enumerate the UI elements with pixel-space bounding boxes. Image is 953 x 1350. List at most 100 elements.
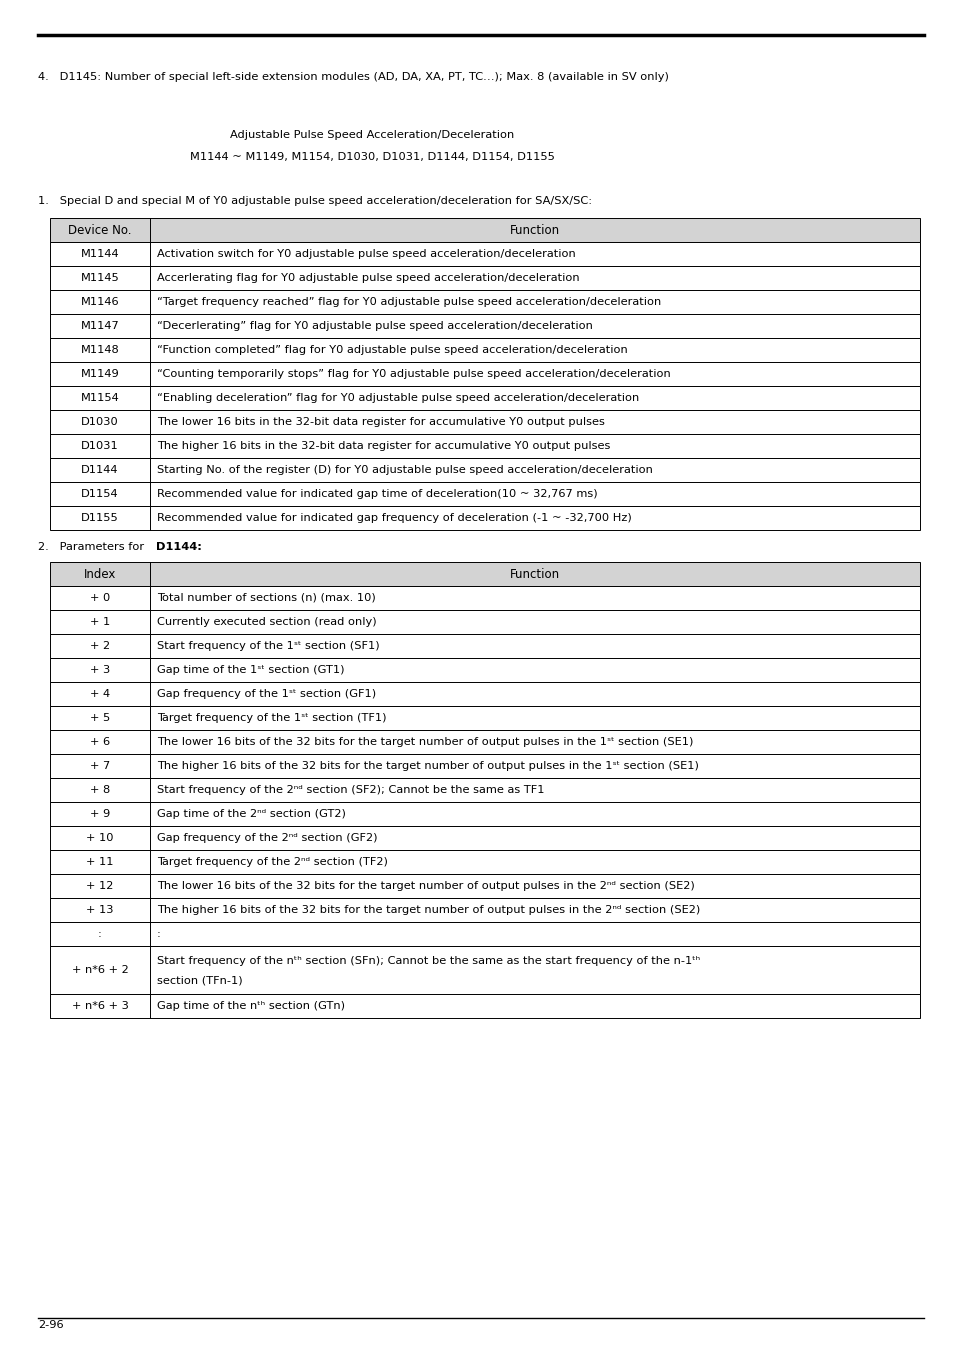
Text: Total number of sections (n) (max. 10): Total number of sections (n) (max. 10) bbox=[157, 593, 375, 603]
Text: M1144 ~ M1149, M1154, D1030, D1031, D1144, D1154, D1155: M1144 ~ M1149, M1154, D1030, D1031, D114… bbox=[190, 153, 555, 162]
Text: + 12: + 12 bbox=[86, 882, 113, 891]
Bar bbox=[50, 682, 919, 706]
Text: D1144:: D1144: bbox=[156, 541, 202, 552]
Bar bbox=[50, 506, 919, 531]
Text: :: : bbox=[98, 929, 102, 940]
Text: + 10: + 10 bbox=[86, 833, 113, 842]
Text: “Function completed” flag for Y0 adjustable pulse speed acceleration/deceleratio: “Function completed” flag for Y0 adjusta… bbox=[157, 346, 627, 355]
Text: + 13: + 13 bbox=[86, 904, 113, 915]
Text: + 2: + 2 bbox=[90, 641, 110, 651]
Bar bbox=[50, 266, 919, 290]
Text: D1031: D1031 bbox=[81, 441, 119, 451]
Text: “Target frequency reached” flag for Y0 adjustable pulse speed acceleration/decel: “Target frequency reached” flag for Y0 a… bbox=[157, 297, 660, 306]
Text: + 0: + 0 bbox=[90, 593, 110, 603]
Text: Gap time of the 2ⁿᵈ section (GT2): Gap time of the 2ⁿᵈ section (GT2) bbox=[157, 809, 346, 819]
Text: M1148: M1148 bbox=[81, 346, 119, 355]
Text: The lower 16 bits of the 32 bits for the target number of output pulses in the 2: The lower 16 bits of the 32 bits for the… bbox=[157, 882, 694, 891]
Text: Gap frequency of the 2ⁿᵈ section (GF2): Gap frequency of the 2ⁿᵈ section (GF2) bbox=[157, 833, 377, 842]
Text: + 8: + 8 bbox=[90, 784, 110, 795]
Bar bbox=[50, 610, 919, 634]
Bar bbox=[50, 410, 919, 433]
Text: D1155: D1155 bbox=[81, 513, 119, 522]
Text: 1.   Special D and special M of Y0 adjustable pulse speed acceleration/decelerat: 1. Special D and special M of Y0 adjusta… bbox=[38, 196, 592, 207]
Text: + n*6 + 3: + n*6 + 3 bbox=[71, 1000, 129, 1011]
Bar bbox=[50, 873, 919, 898]
Text: Starting No. of the register (D) for Y0 adjustable pulse speed acceleration/dece: Starting No. of the register (D) for Y0 … bbox=[157, 464, 652, 475]
Text: :: : bbox=[157, 929, 161, 940]
Bar bbox=[50, 946, 919, 994]
Bar bbox=[50, 458, 919, 482]
Bar bbox=[50, 994, 919, 1018]
Bar bbox=[50, 386, 919, 410]
Text: Recommended value for indicated gap time of deceleration(10 ~ 32,767 ms): Recommended value for indicated gap time… bbox=[157, 489, 597, 500]
Text: section (TFn-1): section (TFn-1) bbox=[157, 976, 242, 986]
Bar bbox=[50, 290, 919, 315]
Bar bbox=[50, 778, 919, 802]
Text: The higher 16 bits in the 32-bit data register for accumulative Y0 output pulses: The higher 16 bits in the 32-bit data re… bbox=[157, 441, 610, 451]
Bar bbox=[50, 482, 919, 506]
Text: Target frequency of the 1ˢᵗ section (TF1): Target frequency of the 1ˢᵗ section (TF1… bbox=[157, 713, 386, 724]
Text: Accerlerating flag for Y0 adjustable pulse speed acceleration/deceleration: Accerlerating flag for Y0 adjustable pul… bbox=[157, 273, 579, 284]
Text: Gap time of the nᵗʰ section (GTn): Gap time of the nᵗʰ section (GTn) bbox=[157, 1000, 345, 1011]
Bar bbox=[50, 850, 919, 873]
Text: Function: Function bbox=[510, 224, 559, 236]
Text: D1154: D1154 bbox=[81, 489, 119, 500]
Text: “Counting temporarily stops” flag for Y0 adjustable pulse speed acceleration/dec: “Counting temporarily stops” flag for Y0… bbox=[157, 369, 670, 379]
Bar bbox=[50, 755, 919, 778]
Text: Device No.: Device No. bbox=[69, 224, 132, 236]
Text: Target frequency of the 2ⁿᵈ section (TF2): Target frequency of the 2ⁿᵈ section (TF2… bbox=[157, 857, 388, 867]
Text: Start frequency of the nᵗʰ section (SFn); Cannot be the same as the start freque: Start frequency of the nᵗʰ section (SFn)… bbox=[157, 956, 700, 967]
Text: Gap time of the 1ˢᵗ section (GT1): Gap time of the 1ˢᵗ section (GT1) bbox=[157, 666, 344, 675]
Text: The lower 16 bits in the 32-bit data register for accumulative Y0 output pulses: The lower 16 bits in the 32-bit data reg… bbox=[157, 417, 604, 427]
Bar bbox=[50, 706, 919, 730]
Text: + 1: + 1 bbox=[90, 617, 110, 626]
Text: The higher 16 bits of the 32 bits for the target number of output pulses in the : The higher 16 bits of the 32 bits for th… bbox=[157, 904, 700, 915]
Bar bbox=[50, 922, 919, 946]
Text: Start frequency of the 1ˢᵗ section (SF1): Start frequency of the 1ˢᵗ section (SF1) bbox=[157, 641, 379, 651]
Text: M1145: M1145 bbox=[81, 273, 119, 284]
Bar bbox=[50, 338, 919, 362]
Text: M1146: M1146 bbox=[81, 297, 119, 306]
Bar bbox=[50, 562, 919, 586]
Text: M1147: M1147 bbox=[81, 321, 119, 331]
Bar bbox=[50, 217, 919, 242]
Bar bbox=[50, 657, 919, 682]
Bar bbox=[50, 433, 919, 458]
Text: The higher 16 bits of the 32 bits for the target number of output pulses in the : The higher 16 bits of the 32 bits for th… bbox=[157, 761, 699, 771]
Text: “Enabling deceleration” flag for Y0 adjustable pulse speed acceleration/decelera: “Enabling deceleration” flag for Y0 adju… bbox=[157, 393, 639, 404]
Text: + 3: + 3 bbox=[90, 666, 110, 675]
Text: + 9: + 9 bbox=[90, 809, 110, 819]
Text: + 4: + 4 bbox=[90, 688, 110, 699]
Text: 2.   Parameters for: 2. Parameters for bbox=[38, 541, 148, 552]
Text: D1030: D1030 bbox=[81, 417, 119, 427]
Text: Adjustable Pulse Speed Acceleration/Deceleration: Adjustable Pulse Speed Acceleration/Dece… bbox=[230, 130, 514, 140]
Text: + 5: + 5 bbox=[90, 713, 110, 724]
Text: Activation switch for Y0 adjustable pulse speed acceleration/deceleration: Activation switch for Y0 adjustable puls… bbox=[157, 248, 576, 259]
Bar bbox=[50, 730, 919, 755]
Bar bbox=[50, 802, 919, 826]
Text: M1144: M1144 bbox=[81, 248, 119, 259]
Text: + 6: + 6 bbox=[90, 737, 110, 747]
Text: Currently executed section (read only): Currently executed section (read only) bbox=[157, 617, 376, 626]
Text: Index: Index bbox=[84, 567, 116, 580]
Text: 4.   D1145: Number of special left-side extension modules (AD, DA, XA, PT, TC…);: 4. D1145: Number of special left-side ex… bbox=[38, 72, 668, 82]
Text: + n*6 + 2: + n*6 + 2 bbox=[71, 965, 129, 975]
Text: D1144: D1144 bbox=[81, 464, 118, 475]
Text: + 7: + 7 bbox=[90, 761, 110, 771]
Bar bbox=[50, 315, 919, 338]
Text: Start frequency of the 2ⁿᵈ section (SF2); Cannot be the same as TF1: Start frequency of the 2ⁿᵈ section (SF2)… bbox=[157, 784, 544, 795]
Text: The lower 16 bits of the 32 bits for the target number of output pulses in the 1: The lower 16 bits of the 32 bits for the… bbox=[157, 737, 693, 747]
Bar bbox=[50, 586, 919, 610]
Bar bbox=[50, 242, 919, 266]
Text: Recommended value for indicated gap frequency of deceleration (-1 ~ -32,700 Hz): Recommended value for indicated gap freq… bbox=[157, 513, 631, 522]
Text: M1149: M1149 bbox=[81, 369, 119, 379]
Text: + 11: + 11 bbox=[86, 857, 113, 867]
Text: M1154: M1154 bbox=[81, 393, 119, 404]
Bar bbox=[50, 826, 919, 850]
Text: “Decerlerating” flag for Y0 adjustable pulse speed acceleration/deceleration: “Decerlerating” flag for Y0 adjustable p… bbox=[157, 321, 592, 331]
Bar bbox=[50, 634, 919, 657]
Text: Gap frequency of the 1ˢᵗ section (GF1): Gap frequency of the 1ˢᵗ section (GF1) bbox=[157, 688, 375, 699]
Text: Function: Function bbox=[510, 567, 559, 580]
Bar bbox=[50, 898, 919, 922]
Text: 2-96: 2-96 bbox=[38, 1320, 64, 1330]
